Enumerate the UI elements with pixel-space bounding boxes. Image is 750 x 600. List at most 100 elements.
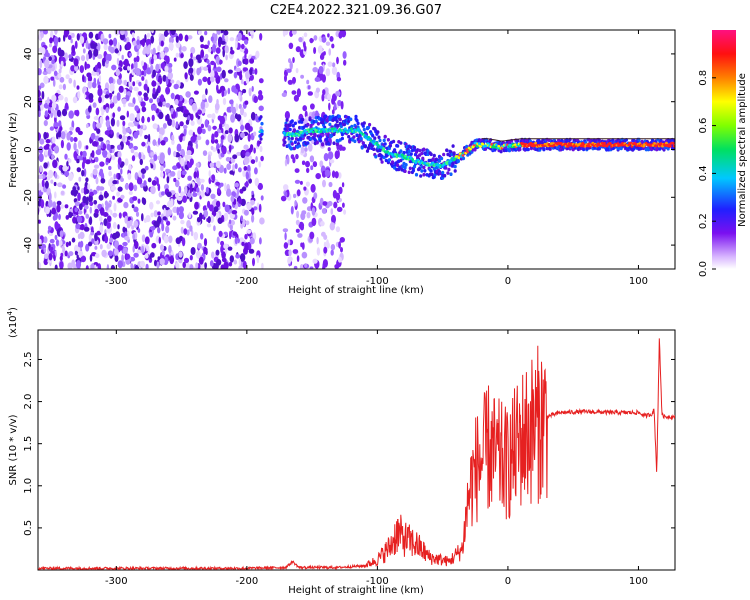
noise-speck [114,255,119,262]
ridge-band-dot [306,141,310,145]
noise-speck [240,43,245,50]
noise-speck [72,96,78,104]
ridge-band-dot [355,118,359,123]
noise-speck [79,231,85,240]
noise-speck [61,108,68,117]
noise-speck [185,119,190,125]
ridge-band-dot [461,156,466,161]
noise-speck [92,102,97,108]
noise-speck [283,184,289,191]
noise-speck [175,52,179,58]
ridge-band-dot [291,123,295,128]
noise-speck [123,88,127,94]
ridge-band-dot [432,153,436,158]
noise-speck [282,228,289,233]
noise-speck [151,114,155,122]
ridge-band-dot [292,146,296,151]
noise-speck [141,173,145,179]
noise-speck [126,110,129,118]
noise-speck [210,60,215,66]
noise-speck [128,163,132,171]
noise-speck [43,30,48,35]
noise-speck [221,251,226,260]
noise-speck [55,239,60,247]
snr-y-scale-label: (x104) [6,307,19,338]
noise-speck [45,139,51,144]
noise-speck [195,143,199,149]
noise-speck [206,113,213,118]
noise-speck [235,253,241,259]
noise-speck [91,43,97,49]
colorbar-tick-label: 0.2 [698,213,709,229]
noise-speck [100,178,106,184]
noise-speck [114,48,120,54]
noise-speck [199,212,203,221]
noise-speck [168,245,172,254]
noise-speck [131,32,135,38]
noise-speck [73,58,79,67]
noise-speck [331,62,336,68]
noise-speck [176,206,180,216]
noise-speck [229,99,234,105]
ridge-core-dot [586,144,590,148]
noise-speck [39,138,45,145]
noise-speck [188,129,194,136]
x-tick-label: 100 [629,276,648,287]
noise-speck [166,191,172,198]
noise-speck [38,182,42,191]
noise-speck [184,154,189,160]
noise-speck [145,263,149,269]
noise-speck [68,241,72,246]
noise-speck [54,234,58,241]
ridge-band-dot [429,152,433,157]
noise-speck [331,214,336,224]
ridge-band-dot [518,147,522,152]
noise-speck [189,255,193,261]
noise-speck [293,265,298,269]
noise-speck [291,90,297,95]
noise-speck [200,44,205,49]
noise-speck [49,246,54,251]
noise-speck [50,76,55,81]
ridge-band-dot [356,121,360,126]
noise-speck [150,185,156,195]
noise-speck [202,150,208,157]
noise-speck [302,197,308,204]
ridge-core-dot [665,141,668,145]
noise-speck [200,184,204,191]
noise-speck [182,195,188,203]
noise-speck [98,75,102,82]
noise-speck [150,49,154,55]
noise-speck [152,69,157,78]
noise-speck [256,254,260,264]
noise-speck [80,223,85,231]
noise-speck [250,159,256,165]
noise-speck [93,264,97,269]
ridge-band-dot [258,140,262,145]
noise-speck [238,91,241,100]
noise-speck [80,255,87,263]
ridge-core-dot [311,130,315,134]
noise-speck [327,93,332,101]
noise-speck [76,215,83,223]
noise-speck [331,97,336,105]
noise-speck [75,223,81,230]
noise-speck [280,195,287,202]
noise-speck [87,183,91,190]
noise-speck [76,158,80,164]
noise-speck [167,72,173,80]
noise-speck [199,178,205,183]
noise-speck [66,161,69,167]
noise-speck [224,130,229,135]
noise-speck [126,220,131,229]
y-tick-label: -20 [23,189,34,205]
noise-speck [319,160,324,168]
noise-speck [190,52,193,59]
noise-speck [117,224,120,230]
noise-speck [183,228,188,235]
noise-speck [122,226,126,233]
x-tick-label: -200 [236,276,259,287]
noise-speck [85,53,89,61]
ridge-band-dot [299,136,303,141]
noise-speck [85,243,90,252]
